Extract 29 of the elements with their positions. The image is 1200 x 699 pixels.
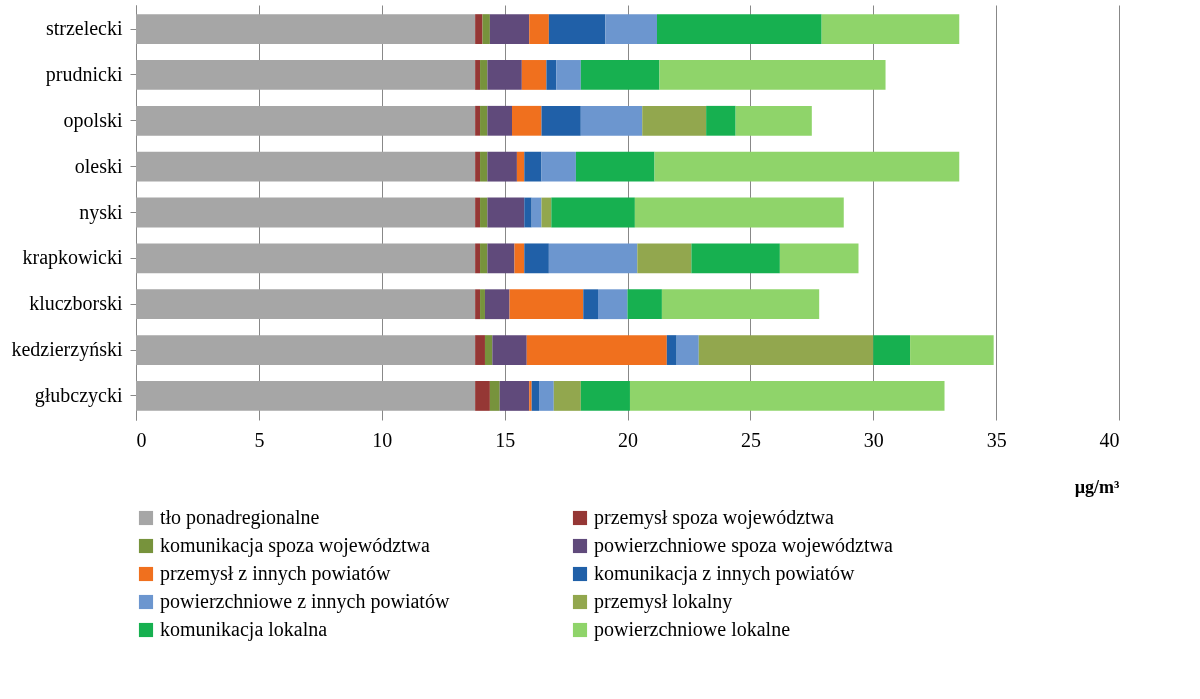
legend-label: powierzchniowe z innych powiatów bbox=[160, 590, 450, 613]
x-tick-label: 35 bbox=[986, 428, 1007, 451]
y-tick-label: kluczborski bbox=[29, 292, 123, 315]
x-tick-label: 25 bbox=[740, 428, 761, 451]
y-tick-label: oleski bbox=[74, 154, 123, 177]
y-tick-label: kedzierzyński bbox=[11, 338, 123, 362]
legend-label: komunikacja lokalna bbox=[160, 618, 328, 641]
legend-label: przemysł spoza województwa bbox=[594, 506, 835, 529]
legend-label: przemysł lokalny bbox=[594, 590, 733, 613]
y-tick-label: krapkowicki bbox=[22, 246, 123, 270]
x-tick-label: 0 bbox=[136, 428, 147, 451]
x-tick-label: 15 bbox=[495, 428, 516, 451]
y-tick-label: prudnicki bbox=[45, 62, 123, 86]
legend-label: powierzchniowe lokalne bbox=[594, 618, 791, 641]
y-tick-label: opolski bbox=[63, 108, 123, 132]
y-tick-label: głubczycki bbox=[34, 383, 123, 407]
legend-label: komunikacja z innych powiatów bbox=[594, 562, 856, 585]
x-tick-label: 30 bbox=[863, 428, 884, 451]
x-tick-label: 10 bbox=[372, 428, 393, 451]
legend-label: tło ponadregionalne bbox=[160, 506, 320, 529]
legend-label: przemysł z innych powiatów bbox=[160, 562, 392, 585]
x-tick-label: 40 bbox=[1099, 428, 1120, 451]
x-tick-label: 5 bbox=[254, 428, 265, 451]
y-tick-label: nyski bbox=[79, 200, 123, 224]
x-tick-label: 20 bbox=[618, 428, 638, 451]
x-axis-title: µg/m³ bbox=[1074, 476, 1121, 497]
legend-label: komunikacja spoza województwa bbox=[160, 534, 431, 557]
legend-label: powierzchniowe spoza województwa bbox=[594, 534, 893, 557]
y-tick-label: strzelecki bbox=[45, 17, 123, 40]
